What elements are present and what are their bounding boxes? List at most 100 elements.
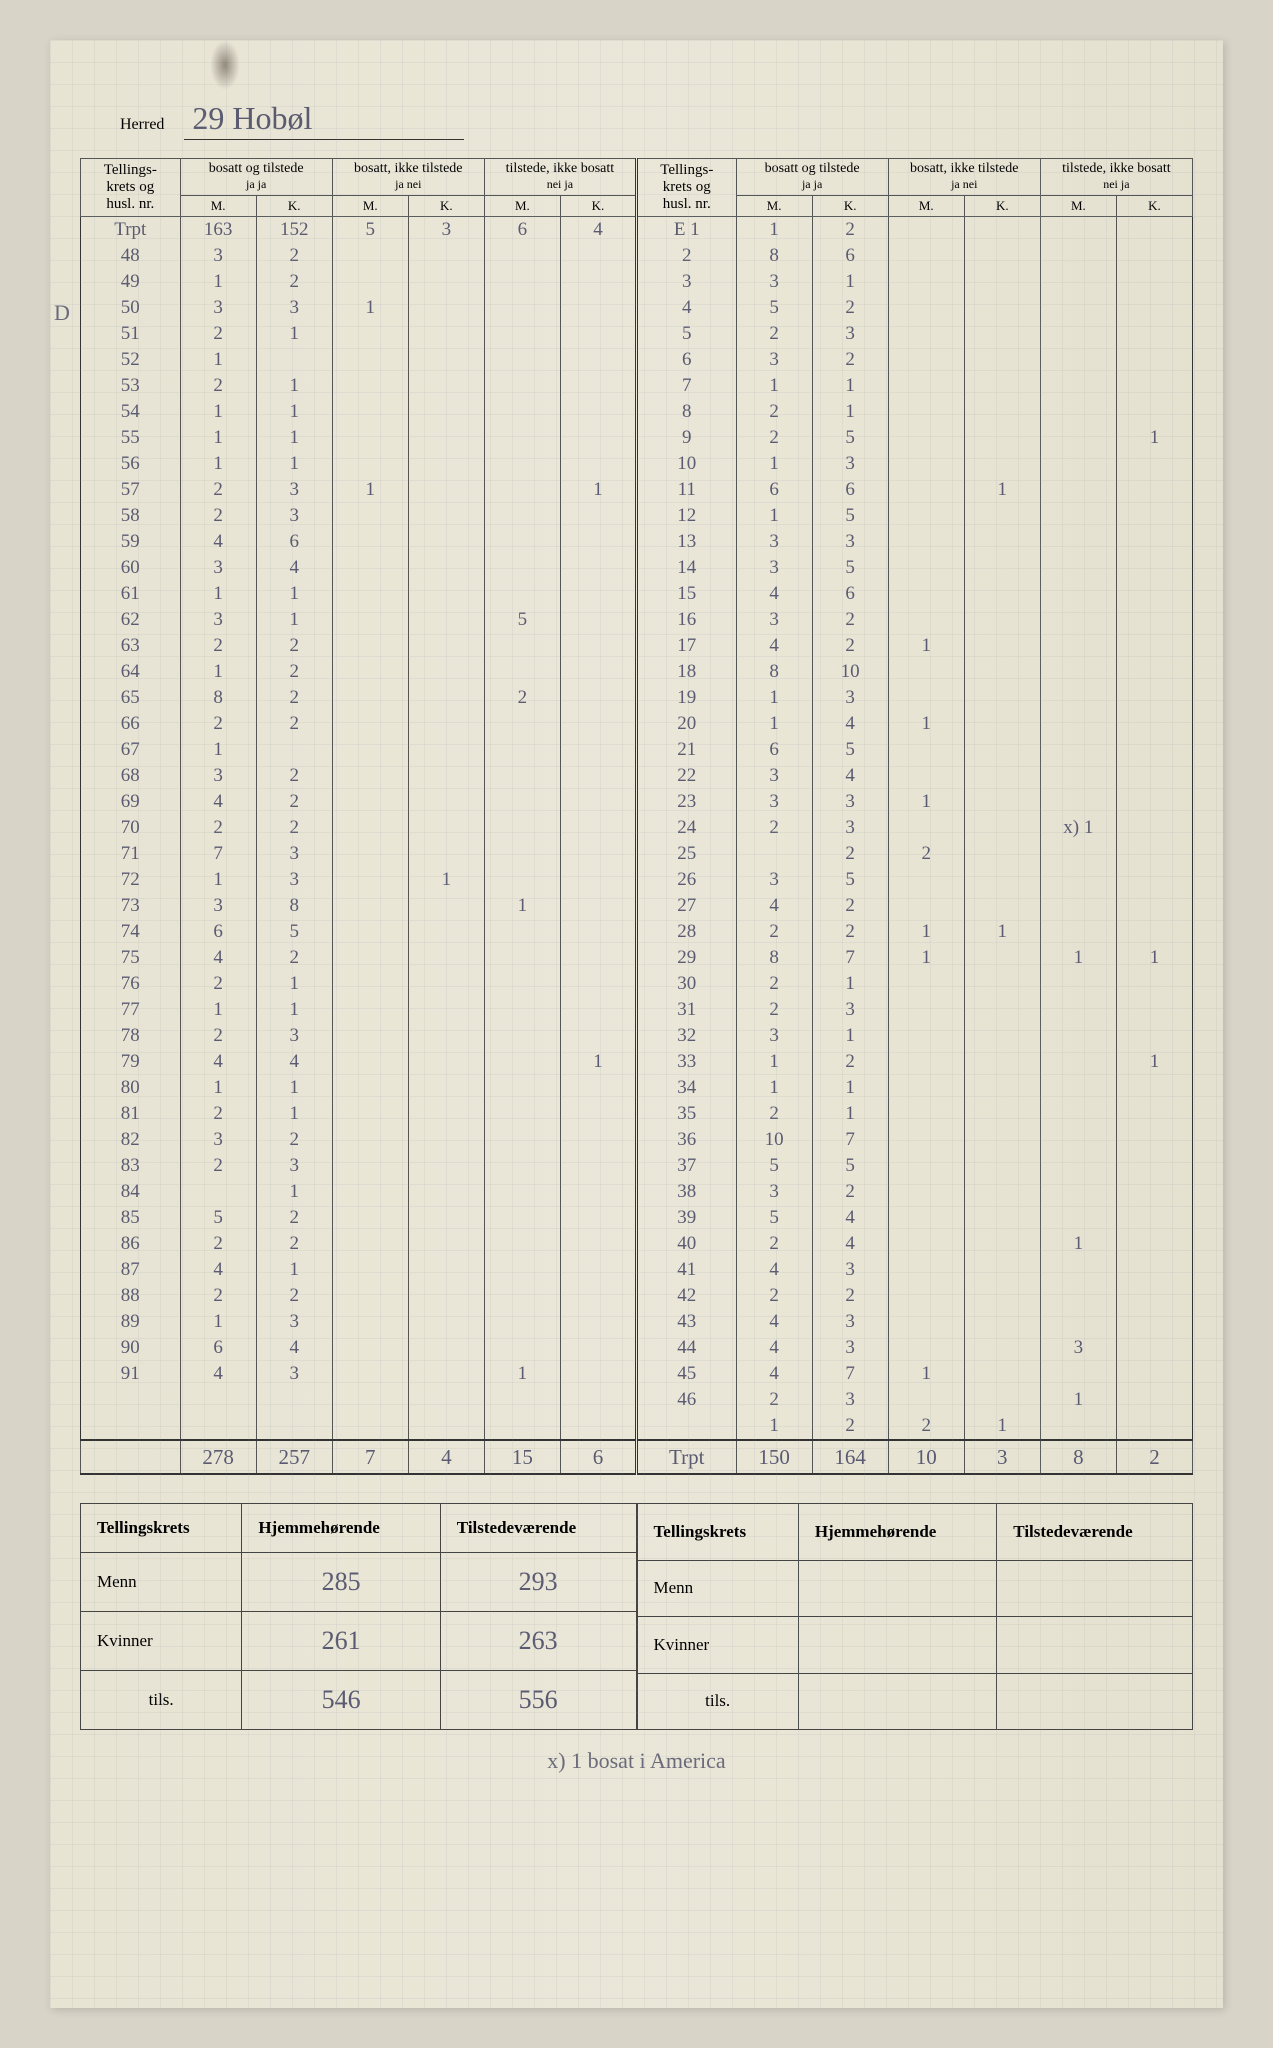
cell: 5 [812,425,888,451]
hdr-k: K. [964,196,1040,217]
cell: 68 [81,763,181,789]
cell [964,1283,1040,1309]
cell [256,347,332,373]
cell [888,503,964,529]
cell [560,711,636,737]
cell: 11 [636,477,736,503]
cell [1040,373,1116,399]
cell [888,1101,964,1127]
total-cell: 8 [1040,1440,1116,1474]
cell [332,685,408,711]
cell [1040,451,1116,477]
cell: 1 [812,399,888,425]
cell: 4 [180,529,256,555]
cell: 3 [812,997,888,1023]
cell [560,685,636,711]
cell: 2 [256,1127,332,1153]
cell [1040,243,1116,269]
cell [888,269,964,295]
cell [484,243,560,269]
cell: 8 [736,243,812,269]
cell: 88 [81,1283,181,1309]
cell: 2 [180,1023,256,1049]
cell [964,425,1040,451]
cell [560,737,636,763]
cell [888,1309,964,1335]
cell: 1 [812,373,888,399]
cell: 71 [81,841,181,867]
cell [1040,841,1116,867]
cell: 60 [81,555,181,581]
cell: 2 [180,1283,256,1309]
cell: 3 [736,347,812,373]
cell: 2 [812,1413,888,1440]
cell: 24 [636,815,736,841]
cell [408,425,484,451]
cell [560,503,636,529]
data-row: 641218810 [81,659,1193,685]
cell: 50 [81,295,181,321]
cell: 1 [888,633,964,659]
cell [560,451,636,477]
cell: 3 [736,789,812,815]
cell: 77 [81,997,181,1023]
cell: 1 [180,659,256,685]
cell: 58 [81,503,181,529]
cell: 3 [812,685,888,711]
cell: 4 [736,1309,812,1335]
cell: 43 [636,1309,736,1335]
cell [964,555,1040,581]
cell [560,1387,636,1413]
cell [1040,789,1116,815]
cell: 1 [1116,945,1192,971]
data-row: 694223331 [81,789,1193,815]
cell [408,477,484,503]
cell: 1 [1116,1049,1192,1075]
cell: 8 [636,399,736,425]
cell: 3 [736,763,812,789]
cell [484,737,560,763]
cell [1116,1257,1192,1283]
sum-val: 285 [242,1553,440,1612]
sum-row-tils: tils. [637,1673,798,1730]
cell: 81 [81,1101,181,1127]
cell: 2 [736,399,812,425]
cell [1040,321,1116,347]
data-row: 662220141 [81,711,1193,737]
cell [408,893,484,919]
cell [408,1335,484,1361]
cell: 55 [81,425,181,451]
cell: 83 [81,1153,181,1179]
cell [1116,243,1192,269]
hdr-id-left: Tellings- krets og husl. nr. [81,159,181,217]
hdr-m: M. [888,196,964,217]
cell [964,1387,1040,1413]
cell: 3 [812,321,888,347]
cell [484,1023,560,1049]
cell: 17 [636,633,736,659]
cell [560,867,636,893]
cell [332,1413,408,1440]
hdr-m: M. [736,196,812,217]
cell: 5 [812,503,888,529]
cell [964,1153,1040,1179]
cell: 57 [81,477,181,503]
cell [560,399,636,425]
cell [964,711,1040,737]
cell [408,581,484,607]
cell: 6 [256,529,332,555]
cell [1116,529,1192,555]
cell [888,1127,964,1153]
sum-row-tils: tils. [81,1671,242,1730]
cell [1040,1205,1116,1231]
cell [332,1153,408,1179]
cell [408,1153,484,1179]
data-row: 81213521 [81,1101,1193,1127]
cell: 1 [964,919,1040,945]
data-row: 56111013 [81,451,1193,477]
cell: 3 [180,763,256,789]
cell: 2 [736,1231,812,1257]
data-row: 58231215 [81,503,1193,529]
cell: 74 [81,919,181,945]
cell: 26 [636,867,736,893]
